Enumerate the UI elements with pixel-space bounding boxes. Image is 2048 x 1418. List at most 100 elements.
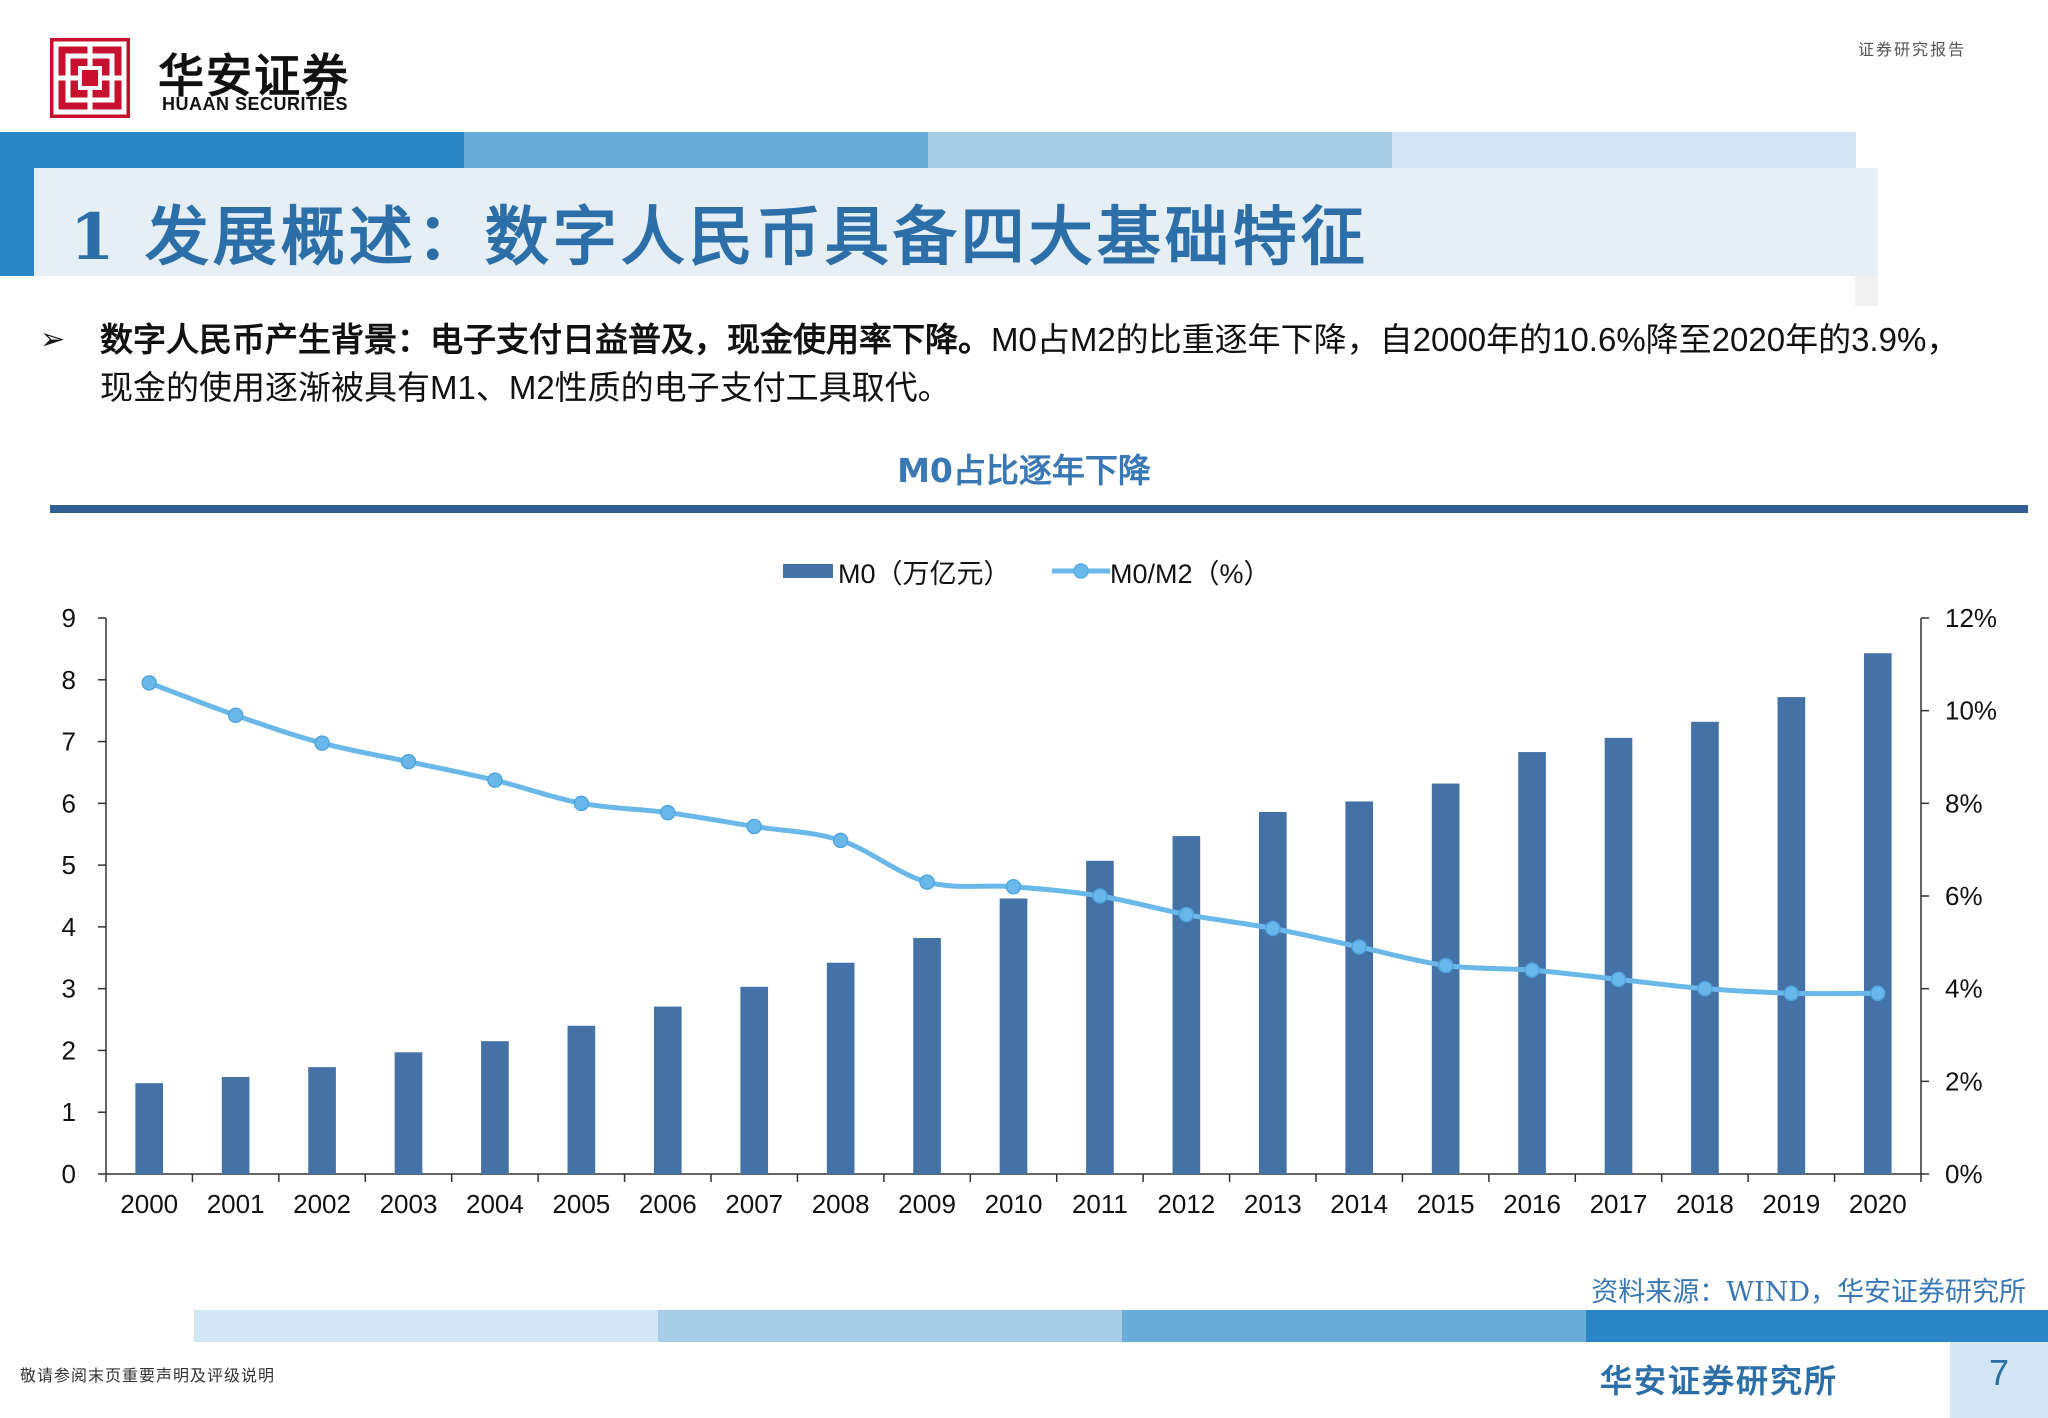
bullet-paragraph: 数字人民币产生背景：电子支付日益普及，现金使用率下降。M0占M2的比重逐年下降，…	[100, 316, 1980, 412]
y-left-tick-label: 7	[62, 727, 76, 757]
x-tick-label: 2009	[898, 1189, 956, 1219]
x-tick-label: 2002	[293, 1189, 351, 1219]
ratio-point	[834, 833, 848, 847]
y-left-tick-label: 2	[62, 1035, 76, 1065]
ratio-point	[1871, 986, 1885, 1000]
x-tick-label: 2018	[1676, 1189, 1734, 1219]
bar-m0	[1778, 697, 1806, 1174]
y-right-tick-label: 10%	[1945, 696, 1997, 726]
y-left-tick-label: 6	[62, 788, 76, 818]
bar-series-m0	[135, 653, 1891, 1174]
x-tick-label: 2020	[1849, 1189, 1907, 1219]
ratio-point	[1352, 940, 1366, 954]
x-tick-label: 2013	[1244, 1189, 1302, 1219]
brand-name-en: HUAAN SECURITIES	[162, 94, 348, 115]
y-left-tick-label: 4	[62, 912, 76, 942]
chart-title-rule	[50, 505, 2028, 513]
x-tick-label: 2017	[1590, 1189, 1648, 1219]
y-right-tick-label: 6%	[1945, 881, 1983, 911]
bar-m0	[1691, 722, 1719, 1174]
bar-m0	[1173, 836, 1201, 1174]
x-tick-label: 2012	[1157, 1189, 1215, 1219]
bar-m0	[1086, 861, 1114, 1174]
ratio-point	[1698, 982, 1712, 996]
ratio-point	[402, 755, 416, 769]
ratio-point	[229, 708, 243, 722]
y-right-tick-label: 4%	[1945, 974, 1983, 1004]
y-left-tick-label: 9	[62, 603, 76, 633]
x-tick-label: 2010	[985, 1189, 1043, 1219]
title-band-segment	[0, 132, 464, 168]
y-left-tick-label: 1	[62, 1097, 76, 1127]
ratio-point	[1439, 959, 1453, 973]
x-tick-label: 2011	[1072, 1189, 1128, 1219]
ratio-point	[488, 773, 502, 787]
legend-swatch-m0	[783, 564, 833, 578]
bar-m0	[913, 938, 941, 1174]
x-tick-label: 2001	[207, 1189, 265, 1219]
footer-institute: 华安证券研究所	[1600, 1356, 1838, 1402]
report-type-label: 证券研究报告	[1858, 36, 1966, 60]
ratio-point	[142, 676, 156, 690]
ratio-point	[1179, 908, 1193, 922]
y-right-tick-label: 12%	[1945, 603, 1997, 633]
bar-m0	[481, 1041, 509, 1174]
x-tick-label: 2008	[812, 1189, 870, 1219]
bar-m0	[308, 1067, 336, 1174]
title-accent-bar	[0, 168, 34, 276]
y-right-tick-label: 8%	[1945, 788, 1983, 818]
ratio-point	[747, 820, 761, 834]
company-logo	[50, 38, 130, 118]
legend-label-m0: M0（万亿元）	[838, 559, 1011, 589]
x-tick-label: 2005	[552, 1189, 610, 1219]
footer-band-segment	[1122, 1310, 1586, 1342]
x-tick-label: 2007	[725, 1189, 783, 1219]
y-left-tick-label: 5	[62, 850, 76, 880]
title-band-segment	[928, 132, 1392, 168]
logo-mark-icon	[50, 38, 130, 118]
bar-m0	[827, 963, 855, 1174]
ratio-point	[315, 736, 329, 750]
footer-band-segment	[194, 1310, 658, 1342]
bullet-lead: 数字人民币产生背景：电子支付日益普及，现金使用率下降。	[100, 320, 991, 359]
bar-m0	[654, 1007, 682, 1174]
x-tick-label: 2000	[120, 1189, 178, 1219]
y-left-tick-label: 8	[62, 665, 76, 695]
bar-m0	[740, 987, 768, 1174]
y-left-tick-label: 0	[62, 1159, 76, 1189]
ratio-point	[920, 875, 934, 889]
y-right-tick-label: 0%	[1945, 1159, 1983, 1189]
bar-m0	[222, 1077, 250, 1174]
ratio-point	[1093, 889, 1107, 903]
x-tick-label: 2004	[466, 1189, 524, 1219]
slide-title: 1 发展概述：数字人民币具备四大基础特征	[70, 186, 1369, 278]
ratio-point	[1525, 963, 1539, 977]
ratio-point	[574, 796, 588, 810]
page-number: 7	[1950, 1352, 2048, 1394]
combo-chart: M0（万亿元） M0/M2（%） 0 1 2 3 4 5 6 7 8 9 0% 2% 4% 6% 8% 10%…	[0, 540, 2048, 1240]
ratio-point	[1612, 972, 1626, 986]
bar-m0	[568, 1026, 596, 1174]
footer-disclaimer: 敬请参阅末页重要声明及评级说明	[20, 1362, 275, 1386]
bar-m0	[395, 1052, 423, 1174]
ratio-point	[1007, 880, 1021, 894]
legend-marker-ratio	[1074, 564, 1088, 578]
title-band-segment	[464, 132, 928, 168]
x-tick-label: 2006	[639, 1189, 697, 1219]
bar-m0	[135, 1083, 163, 1174]
legend-label-ratio: M0/M2（%）	[1110, 559, 1271, 589]
chart-title: M0占比逐年下降	[0, 444, 2048, 492]
title-band-segment	[1392, 132, 1856, 168]
x-tick-label: 2019	[1762, 1189, 1820, 1219]
source-note: 资料来源：WIND，华安证券研究所	[1591, 1270, 2026, 1309]
ratio-point	[661, 806, 675, 820]
y-right-tick-label: 2%	[1945, 1066, 1983, 1096]
bar-m0	[1345, 801, 1373, 1174]
x-tick-label: 2016	[1503, 1189, 1561, 1219]
y-left-tick-label: 3	[62, 974, 76, 1004]
bar-m0	[1259, 812, 1287, 1174]
bullet-arrow-icon: ➢	[40, 322, 65, 357]
footer-band-segment	[658, 1310, 1122, 1342]
chart-legend: M0（万亿元） M0/M2（%）	[783, 559, 1271, 589]
bar-m0	[1432, 784, 1460, 1174]
